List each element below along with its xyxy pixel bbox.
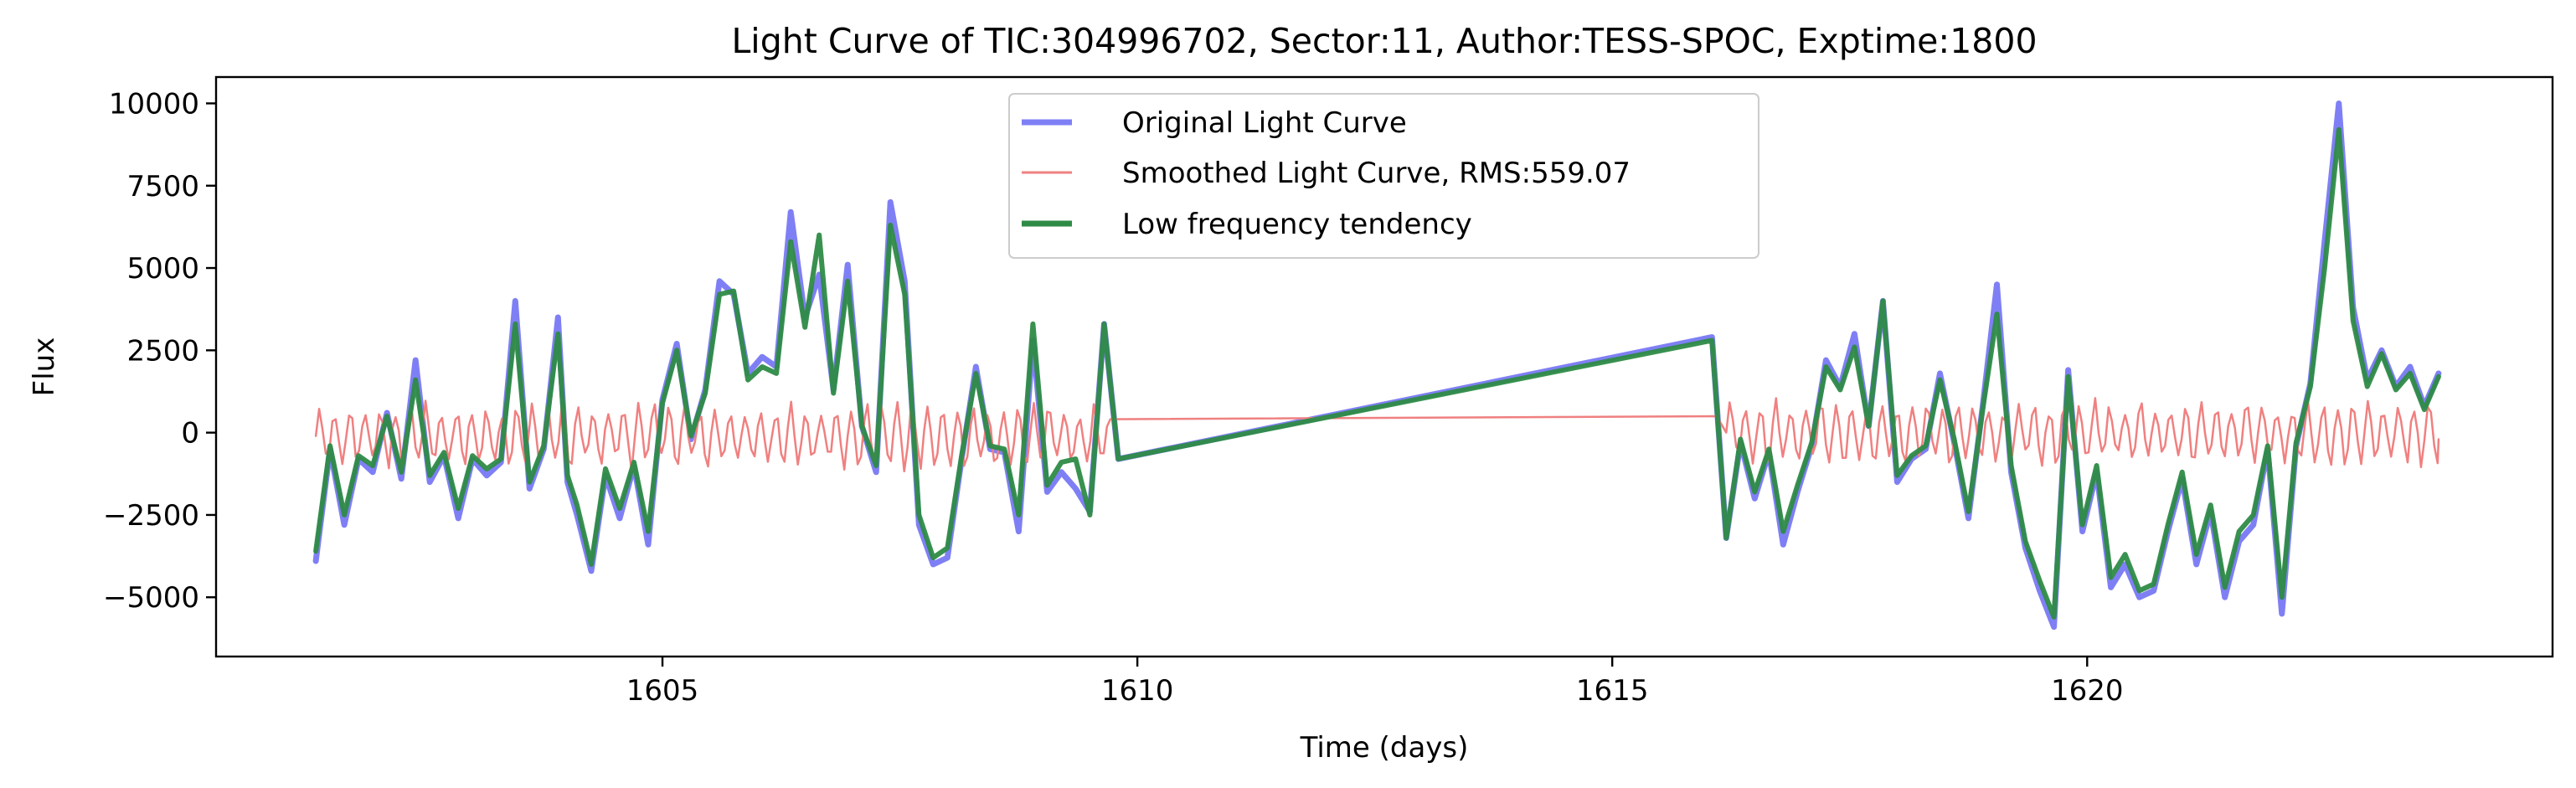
series-low-frequency-tendency: [313, 126, 2441, 620]
y-tick-label: −5000: [103, 581, 199, 615]
y-tick-label: 2500: [126, 334, 199, 368]
plot-area: 1605 1610 1615 1620 10000 7500 5000 2500 0 −2500…: [103, 75, 2554, 708]
legend-label-original: Original Light Curve: [1122, 106, 1407, 140]
x-tick-label: 1615: [1576, 674, 1649, 708]
legend-label-smoothed: Smoothed Light Curve, RMS:559.07: [1122, 157, 1631, 190]
y-axis-label: Flux: [28, 337, 61, 397]
x-axis-label: Time (days): [1300, 731, 1469, 765]
axes-frame: [214, 75, 2554, 658]
x-tick-label: 1620: [2051, 674, 2124, 708]
legend-box: [1008, 93, 1759, 259]
legend-label-low-frequency: Low frequency tendency: [1122, 208, 1472, 241]
x-tick-label: 1605: [626, 674, 699, 708]
y-tick-label: 0: [181, 417, 199, 451]
legend: Original Light Curve Smoothed Light Curv…: [1008, 93, 1759, 259]
y-axis-ticks: 10000 7500 5000 2500 0 −2500 −5000: [103, 87, 216, 615]
y-tick-label: 7500: [126, 170, 199, 203]
series-layer: [312, 100, 2442, 631]
x-tick-label: 1610: [1101, 674, 1174, 708]
y-tick-label: −2500: [103, 499, 199, 533]
y-tick-label: 10000: [109, 87, 199, 121]
x-axis-ticks: 1605 1610 1615 1620: [626, 657, 2124, 708]
y-tick-label: 5000: [126, 252, 199, 286]
chart-title: Light Curve of TIC:304996702, Sector:11,…: [731, 21, 2037, 61]
